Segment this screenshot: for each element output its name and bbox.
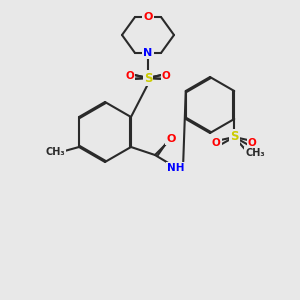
Text: O: O (248, 138, 256, 148)
Text: O: O (162, 71, 170, 81)
Text: O: O (166, 134, 176, 144)
Text: N: N (143, 48, 153, 58)
Text: NH: NH (167, 163, 185, 173)
Text: S: S (230, 130, 238, 143)
Text: O: O (143, 12, 153, 22)
Text: CH₃: CH₃ (245, 148, 265, 158)
Text: O: O (126, 71, 134, 81)
Text: S: S (144, 71, 152, 85)
Text: CH₃: CH₃ (45, 147, 65, 157)
Text: O: O (212, 138, 220, 148)
